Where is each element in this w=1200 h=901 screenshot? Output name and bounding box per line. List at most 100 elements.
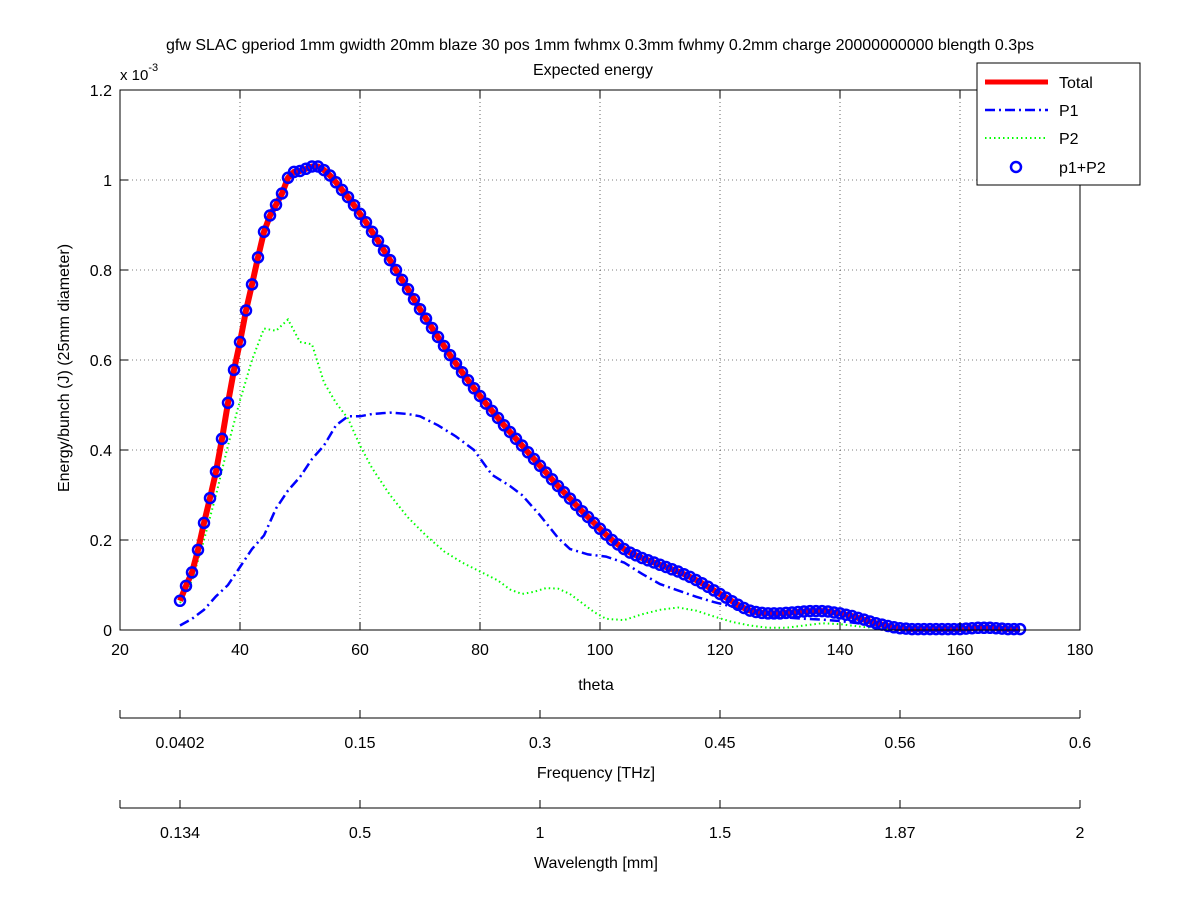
series-marker-p1p2 (629, 549, 643, 562)
series-layer (173, 160, 1027, 636)
series-marker-p1p2 (923, 622, 937, 636)
series-marker-p1p2 (749, 605, 763, 619)
series-marker-p1p2 (437, 339, 451, 353)
series-marker-p1p2 (257, 225, 271, 239)
series-marker-p1p2 (809, 604, 823, 618)
series-marker-p1p2 (383, 253, 397, 267)
series-marker-p1p2 (821, 605, 835, 618)
x-tick-label: 20 (111, 642, 129, 659)
x-axis-label: theta (578, 677, 614, 694)
series-marker-p1p2 (323, 169, 337, 182)
series-marker-p1p2 (449, 357, 463, 370)
y-tick-label: 0.2 (90, 533, 112, 550)
series-marker-p1p2 (377, 244, 391, 257)
series-marker-p1p2 (395, 273, 409, 287)
series-marker-p1p2 (773, 607, 787, 620)
series-marker-p1p2 (827, 606, 841, 619)
series-marker-p1p2 (623, 546, 637, 559)
series-marker-p1p2 (761, 607, 775, 620)
secondary-axis-tick-label: 1 (536, 825, 545, 842)
secondary-axis-tick-label: 0.134 (160, 825, 200, 842)
series-marker-p1p2 (1007, 622, 1021, 636)
series-marker-p1p2 (431, 330, 445, 344)
x-tick-label: 100 (587, 642, 614, 659)
series-marker-p1p2 (869, 617, 883, 630)
series-marker-p1p2 (293, 164, 307, 178)
series-marker-p1p2 (203, 491, 217, 505)
series-marker-p1p2 (347, 198, 361, 212)
series-marker-p1p2 (941, 622, 955, 636)
legend-box (976, 62, 1141, 186)
series-marker-p1p2 (335, 183, 349, 197)
series-marker-p1p2 (743, 604, 757, 617)
chart-subtitle: Expected energy (533, 62, 653, 79)
series-marker-p1p2 (191, 543, 205, 557)
series-marker-p1p2 (443, 348, 457, 362)
series-marker-p1p2 (635, 551, 649, 565)
series-marker-p1p2 (995, 622, 1009, 635)
legend-label-p2: P2 (1059, 131, 1079, 148)
series-marker-p1p2 (251, 251, 265, 264)
series-marker-p1p2 (839, 608, 853, 621)
series-marker-p1p2 (467, 382, 481, 395)
series-marker-p1p2 (659, 560, 673, 574)
secondary-axis-tick-label: 0.45 (704, 735, 735, 752)
series-marker-p1p2 (233, 335, 247, 349)
series-marker-p1p2 (929, 622, 943, 636)
secondary-axes: 0.0402 0.15 0.3 0.45 0.56 0.6 Frequency [THz] 0… (119, 710, 1091, 872)
grid (120, 90, 1080, 630)
series-marker-p1p2 (491, 411, 505, 425)
series-marker-p1p2 (527, 452, 541, 466)
series-marker-p1p2 (245, 278, 259, 291)
series-marker-p1p2 (305, 160, 319, 173)
y-tick-label: 0.8 (90, 263, 112, 280)
series-marker-p1p2 (863, 615, 877, 628)
series-marker-p1p2 (503, 425, 517, 439)
secondary-axis-tick-label: 0.3 (529, 735, 551, 752)
secondary-axis-tick-label: 0.15 (344, 735, 375, 752)
x-tick-label: 120 (707, 642, 734, 659)
series-marker-p1p2 (647, 556, 661, 569)
series-marker-p1p2 (515, 439, 529, 452)
y-multiplier: x 10-3 (120, 62, 158, 84)
series-marker-p1p2 (353, 207, 367, 221)
series-marker-p1p2 (671, 565, 685, 578)
series-marker-p1p2 (1013, 622, 1027, 636)
series-marker-p1p2 (299, 162, 313, 176)
secondary-axis-tick-label: 0.56 (884, 735, 915, 752)
y-multiplier-base: x 10 (120, 67, 148, 84)
series-marker-p1p2 (275, 187, 289, 200)
series-marker-p1p2 (419, 312, 433, 325)
x-tick-label: 40 (231, 642, 249, 659)
series-marker-p1p2 (413, 302, 427, 316)
series-marker-p1p2 (797, 605, 811, 618)
series-marker-p1p2 (683, 570, 697, 584)
secondary-axis-tick-label: 0.0402 (156, 735, 205, 752)
series-marker-p1p2 (947, 622, 961, 636)
series-marker-p1p2 (767, 607, 781, 620)
series-marker-p1p2 (389, 263, 403, 277)
x-tick-label: 80 (471, 642, 489, 659)
series-marker-p1p2 (263, 209, 277, 222)
series-marker-p1p2 (359, 216, 373, 229)
series-marker-p1p2 (1001, 622, 1015, 636)
legend-label-total: Total (1059, 75, 1093, 92)
series-marker-p1p2 (401, 283, 415, 296)
series-marker-p1p2 (365, 225, 379, 239)
series-marker-p1p2 (209, 465, 223, 478)
chart-title: gfw SLAC gperiod 1mm gwidth 20mm blaze 3… (166, 37, 1034, 54)
series-marker-p1p2 (791, 605, 805, 619)
series-marker-p1p2 (803, 604, 817, 618)
x-tick-label: 60 (351, 642, 369, 659)
series-marker-p1p2 (677, 567, 691, 581)
series-marker-p1p2 (755, 606, 769, 620)
series-marker-p1p2 (479, 397, 493, 410)
series-marker-p1p2 (983, 621, 997, 635)
series-marker-p1p2 (665, 563, 679, 576)
series-marker-p1p2 (653, 558, 667, 572)
series-marker-p1p2 (215, 432, 229, 446)
secondary-axis-label: Wavelength [mm] (534, 855, 658, 872)
secondary-axis-tick-label: 2 (1076, 825, 1085, 842)
series-marker-p1p2 (911, 622, 925, 636)
y-tick-label: 0.6 (90, 353, 112, 370)
